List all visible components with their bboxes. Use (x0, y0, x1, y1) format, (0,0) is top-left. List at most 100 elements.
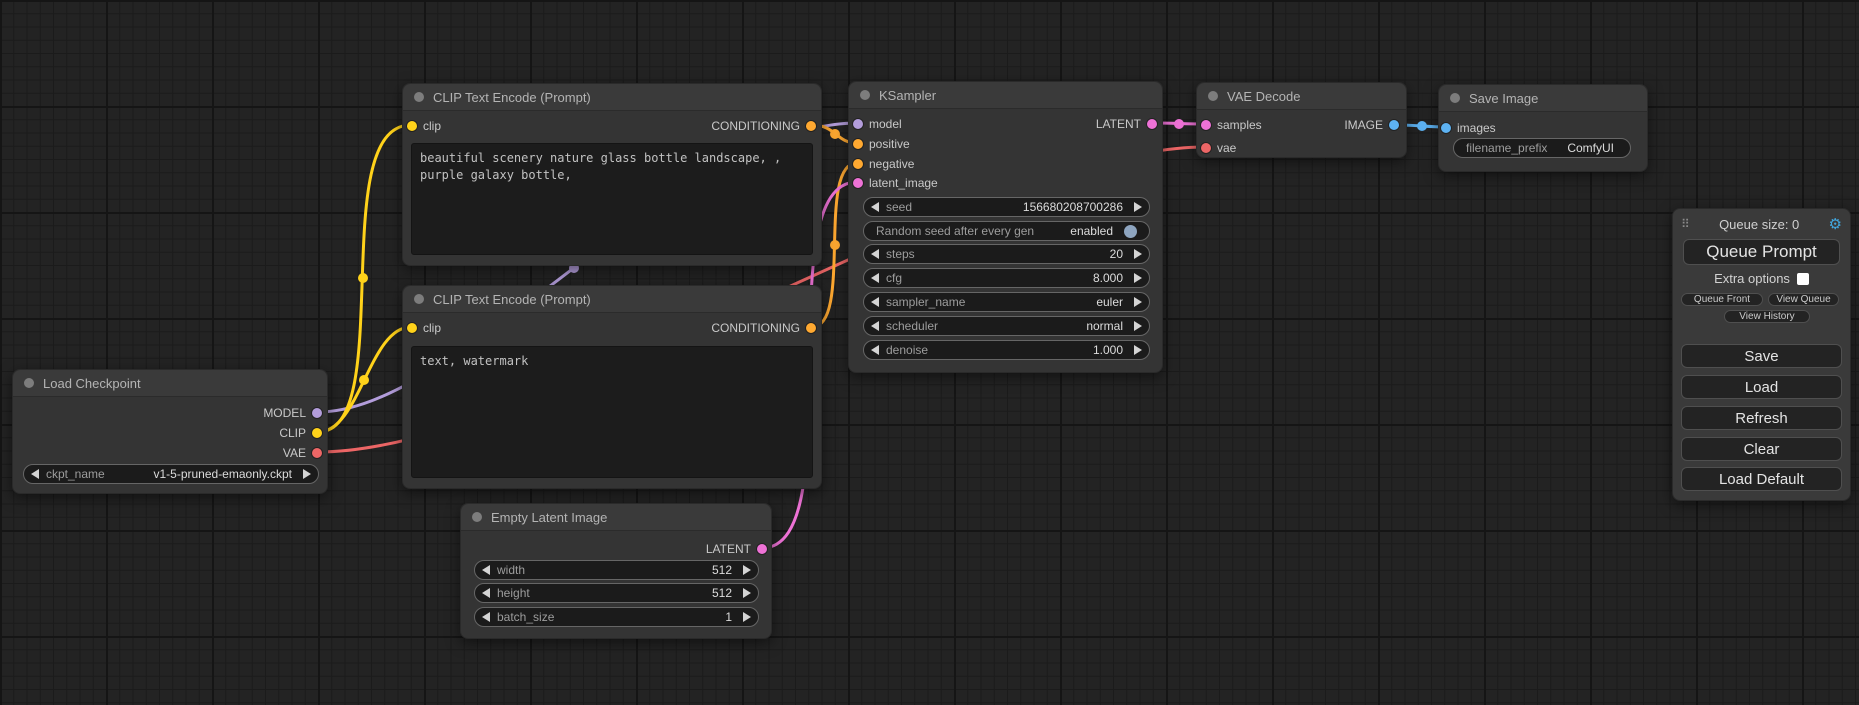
port-label: CONDITIONING (711, 119, 800, 133)
node-title: CLIP Text Encode (Prompt) (433, 89, 591, 105)
sampler-name-widget[interactable]: sampler_name euler (863, 292, 1150, 312)
batch-size-widget[interactable]: batch_size 1 (474, 607, 759, 627)
conditioning-port-dot[interactable] (853, 159, 863, 169)
drag-handle-icon[interactable]: ⠿ (1681, 217, 1690, 231)
ckpt-name-widget[interactable]: ckpt_name v1-5-pruned-emaonly.ckpt (23, 464, 319, 484)
next-value-icon[interactable] (303, 469, 311, 479)
prev-value-icon[interactable] (871, 345, 879, 355)
conditioning-port-dot[interactable] (806, 323, 816, 333)
conditioning-port-dot[interactable] (853, 139, 863, 149)
next-value-icon[interactable] (1134, 273, 1142, 283)
next-value-icon[interactable] (743, 612, 751, 622)
model-port-dot[interactable] (312, 408, 322, 418)
widget-value: ComfyUI (1567, 141, 1614, 155)
random-seed-widget[interactable]: Random seed after every gen enabled (863, 221, 1150, 241)
node-load-checkpoint[interactable]: Load Checkpoint MODEL CLIP VAE ckpt_name… (12, 369, 328, 494)
prev-value-icon[interactable] (31, 469, 39, 479)
model-port-dot[interactable] (853, 119, 863, 129)
vae-port-dot[interactable] (312, 448, 322, 458)
next-value-icon[interactable] (1134, 321, 1142, 331)
next-value-icon[interactable] (743, 565, 751, 575)
image-port-dot[interactable] (1441, 123, 1451, 133)
refresh-button[interactable]: Refresh (1681, 406, 1842, 430)
next-value-icon[interactable] (1134, 202, 1142, 212)
next-value-icon[interactable] (743, 588, 751, 598)
view-queue-button[interactable]: View Queue (1768, 293, 1839, 306)
prev-value-icon[interactable] (871, 273, 879, 283)
next-value-icon[interactable] (1134, 345, 1142, 355)
vae-port-dot[interactable] (1201, 143, 1211, 153)
port-positive-input: positive (853, 137, 910, 151)
steps-widget[interactable]: steps 20 (863, 244, 1150, 264)
node-clip-text-encode-positive[interactable]: CLIP Text Encode (Prompt) clip CONDITION… (402, 83, 822, 266)
height-widget[interactable]: height 512 (474, 583, 759, 603)
cfg-widget[interactable]: cfg 8.000 (863, 268, 1150, 288)
prev-value-icon[interactable] (871, 202, 879, 212)
conditioning-port-dot[interactable] (806, 121, 816, 131)
latent-port-dot[interactable] (1201, 120, 1211, 130)
latent-port-dot[interactable] (1147, 119, 1157, 129)
clear-button[interactable]: Clear (1681, 437, 1842, 461)
node-title-bar[interactable]: Load Checkpoint (13, 370, 327, 397)
node-empty-latent-image[interactable]: Empty Latent Image LATENT width 512 heig… (460, 503, 772, 639)
load-default-button[interactable]: Load Default (1681, 467, 1842, 491)
negative-prompt-textarea[interactable]: text, watermark (411, 346, 813, 478)
prev-value-icon[interactable] (871, 321, 879, 331)
node-title-bar[interactable]: KSampler (849, 82, 1162, 109)
prev-value-icon[interactable] (482, 565, 490, 575)
port-clip-input: clip (407, 321, 441, 335)
node-title: Empty Latent Image (491, 509, 608, 525)
prev-value-icon[interactable] (482, 588, 490, 598)
prev-value-icon[interactable] (482, 612, 490, 622)
next-value-icon[interactable] (1134, 297, 1142, 307)
widget-label: steps (886, 247, 915, 261)
node-vae-decode[interactable]: VAE Decode samples vae IMAGE (1196, 82, 1407, 158)
next-value-icon[interactable] (1134, 249, 1142, 259)
prev-value-icon[interactable] (871, 297, 879, 307)
collapse-dot-icon[interactable] (472, 512, 482, 522)
collapse-dot-icon[interactable] (1208, 91, 1218, 101)
link-dot (359, 375, 369, 385)
save-button[interactable]: Save (1681, 344, 1842, 368)
collapse-dot-icon[interactable] (1450, 93, 1460, 103)
widget-value: 156680208700286 (1022, 200, 1123, 214)
view-history-button[interactable]: View History (1724, 310, 1810, 323)
seed-widget[interactable]: seed 156680208700286 (863, 197, 1150, 217)
port-label: model (869, 117, 902, 131)
queue-front-button[interactable]: Queue Front (1681, 293, 1763, 306)
latent-port-dot[interactable] (757, 544, 767, 554)
port-images-input: images (1441, 121, 1496, 135)
collapse-dot-icon[interactable] (860, 90, 870, 100)
toggle-circle-icon[interactable] (1124, 224, 1137, 238)
node-save-image[interactable]: Save Image images filename_prefix ComfyU… (1438, 84, 1648, 172)
denoise-widget[interactable]: denoise 1.000 (863, 340, 1150, 360)
image-port-dot[interactable] (1389, 120, 1399, 130)
queue-prompt-button[interactable]: Queue Prompt (1683, 239, 1840, 265)
positive-prompt-textarea[interactable]: beautiful scenery nature glass bottle la… (411, 143, 813, 255)
latent-port-dot[interactable] (853, 178, 863, 188)
width-widget[interactable]: width 512 (474, 560, 759, 580)
port-label: clip (423, 321, 442, 335)
load-button[interactable]: Load (1681, 375, 1842, 399)
prev-value-icon[interactable] (871, 249, 879, 259)
port-label: VAE (282, 446, 306, 460)
clip-port-dot[interactable] (407, 323, 417, 333)
filename-prefix-widget[interactable]: filename_prefix ComfyUI (1453, 138, 1631, 158)
node-clip-text-encode-negative[interactable]: CLIP Text Encode (Prompt) clip CONDITION… (402, 285, 822, 489)
node-ksampler[interactable]: KSampler model positive negative latent_… (848, 81, 1163, 373)
node-title-bar[interactable]: Empty Latent Image (461, 504, 771, 531)
node-title-bar[interactable]: VAE Decode (1197, 83, 1406, 110)
collapse-dot-icon[interactable] (24, 378, 34, 388)
scheduler-widget[interactable]: scheduler normal (863, 316, 1150, 336)
collapse-dot-icon[interactable] (414, 294, 424, 304)
port-label: images (1457, 121, 1496, 135)
collapse-dot-icon[interactable] (414, 92, 424, 102)
node-title-bar[interactable]: Save Image (1439, 85, 1647, 112)
settings-gear-icon[interactable]: ⚙ (1828, 215, 1842, 233)
node-title-bar[interactable]: CLIP Text Encode (Prompt) (403, 84, 821, 111)
clip-port-dot[interactable] (407, 121, 417, 131)
clip-port-dot[interactable] (312, 428, 322, 438)
extra-options-checkbox[interactable] (1796, 272, 1809, 285)
node-title-bar[interactable]: CLIP Text Encode (Prompt) (403, 286, 821, 313)
